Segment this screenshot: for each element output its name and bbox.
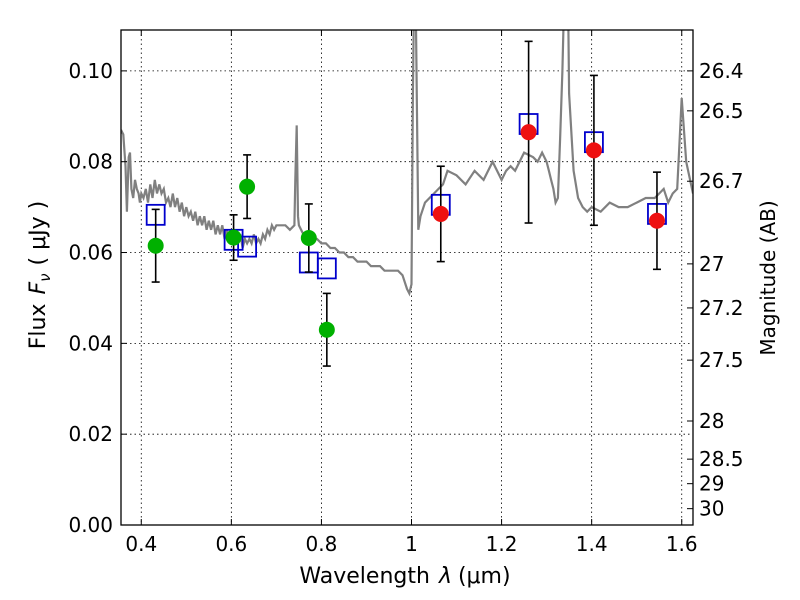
magnitude-tick-label: 26.4 xyxy=(699,59,744,83)
red-data-point xyxy=(432,205,449,222)
y-axis-label-text: Flux xyxy=(26,303,51,349)
green-data-point xyxy=(239,178,256,195)
y-tick-label: 0.02 xyxy=(68,422,113,446)
x-tick-label: 0.6 xyxy=(215,532,247,556)
y-axis-label-symbol: F xyxy=(26,281,51,294)
data-points xyxy=(145,40,667,367)
x-axis-label-text: Wavelength xyxy=(299,564,430,589)
x-tick-label: 0.8 xyxy=(306,532,338,556)
magnitude-tick-label: 26.7 xyxy=(699,169,744,193)
x-tick-label: 1.4 xyxy=(576,532,608,556)
magnitude-tick-label: 26.5 xyxy=(699,99,744,123)
magnitude-tick-label: 30 xyxy=(699,497,724,521)
x-axis: 0.4 0.6 0.8 1 1.2 1.4 1.6 xyxy=(125,30,698,556)
green-data-point xyxy=(147,237,164,254)
magnitude-tick-label: 27 xyxy=(699,252,724,276)
spectrum-line xyxy=(121,30,693,297)
green-data-point xyxy=(318,321,335,338)
template-spectrum xyxy=(121,30,693,297)
model-photometry-marker xyxy=(237,235,258,258)
model-photometry-marker xyxy=(316,257,337,280)
x-axis-label-unit: (μm) xyxy=(458,564,511,589)
red-data-point xyxy=(585,142,602,159)
y-tick-label: 0.04 xyxy=(68,331,113,355)
red-data-point xyxy=(648,212,665,229)
magnitude-tick-label: 28.5 xyxy=(699,447,744,471)
x-axis-label: Wavelength λ (μm) xyxy=(299,564,510,589)
y-axis-label-sub: ν xyxy=(36,273,54,281)
plot-frame xyxy=(120,29,694,526)
x-tick-label: 0.4 xyxy=(125,532,157,556)
y-axis-label-unit: ( μJy ) xyxy=(26,201,51,266)
y-tick-label: 0.10 xyxy=(68,59,113,83)
red-data-point xyxy=(520,124,537,141)
magnitude-tick-label: 27.5 xyxy=(699,348,744,372)
grid xyxy=(121,30,693,525)
y-tick-label: 0.08 xyxy=(68,150,113,174)
magnitude-tick-label: 28 xyxy=(699,409,724,433)
y-tick-label: 0.00 xyxy=(68,513,113,537)
x-axis-label-symbol: λ xyxy=(438,564,452,589)
green-data-point xyxy=(225,229,242,246)
x-tick-label: 1.6 xyxy=(666,532,698,556)
magnitude-tick-label: 29 xyxy=(699,472,724,496)
y-axis-label: Flux Fν ( μJy ) xyxy=(26,201,54,349)
y-axis: 0.00 0.02 0.04 0.06 0.08 0.10 xyxy=(68,59,127,537)
x-tick-label: 1 xyxy=(405,532,418,556)
magnitude-axis-label: Magnitude (AB) xyxy=(756,200,780,355)
y-tick-label: 0.06 xyxy=(68,241,113,265)
x-tick-label: 1.2 xyxy=(486,532,518,556)
magnitude-tick-label: 27.2 xyxy=(699,296,744,320)
green-data-point xyxy=(300,229,317,246)
